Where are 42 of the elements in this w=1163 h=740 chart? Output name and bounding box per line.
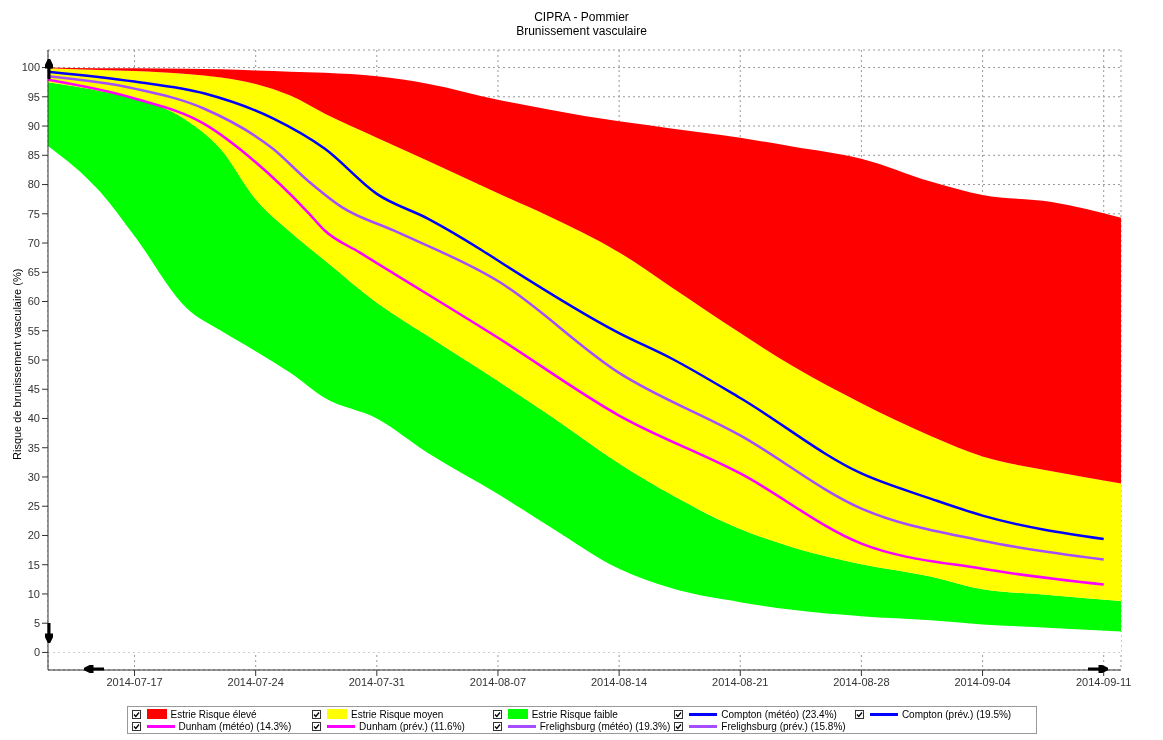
- x-tick-label: 2014-07-17: [106, 675, 163, 688]
- y-tick-label: 15: [27, 558, 40, 571]
- y-tick-label: 0: [33, 646, 40, 659]
- y-axis-title: Risque de brunissement vasculaire (%): [10, 268, 23, 460]
- legend-label: Dunham (météo) (14.3%): [178, 720, 292, 732]
- y-tick-label: 80: [27, 178, 40, 191]
- x-tick-label: 2014-08-21: [712, 675, 769, 688]
- legend-label: Compton (prév.) (19.5%): [901, 708, 1012, 720]
- y-tick-label: 100: [21, 61, 40, 74]
- y-tick-label: 90: [27, 119, 40, 132]
- y-tick-label: 65: [27, 266, 40, 279]
- legend-label: Dunham (prév.) (11.6%): [359, 720, 465, 732]
- x-tick-label: 2014-07-31: [348, 675, 405, 688]
- legend-label: Compton (météo) (23.4%): [721, 708, 837, 720]
- legend-label: Estrie Risque moyen: [351, 708, 444, 720]
- y-tick-label: 30: [27, 470, 40, 483]
- y-tick-label: 20: [27, 529, 40, 542]
- y-tick-label: 55: [27, 324, 40, 337]
- legend-label: Estrie Risque élevé: [170, 708, 257, 720]
- y-tick-label: 95: [27, 90, 40, 103]
- chart-subtitle: Brunissement vasculaire: [515, 24, 648, 38]
- y-tick-label: 10: [27, 587, 40, 600]
- legend-label: Frelighsburg (prév.) (15.8%): [721, 720, 846, 732]
- legend-label: Frelighsburg (météo) (19.3%): [539, 720, 671, 732]
- y-tick-label: 60: [27, 295, 40, 308]
- chart-title: CIPRA - Pommier: [533, 10, 630, 24]
- x-tick-label: 2014-08-14: [590, 675, 648, 688]
- y-tick-label: 75: [27, 207, 40, 220]
- y-tick-label: 25: [27, 500, 40, 513]
- y-tick-label: 50: [27, 353, 40, 366]
- x-tick-label: 2014-09-04: [954, 675, 1011, 688]
- x-tick-label: 2014-09-11: [1075, 675, 1132, 688]
- x-tick-label: 2014-08-28: [833, 675, 890, 688]
- y-tick-label: 70: [27, 236, 40, 249]
- y-tick-label: 40: [27, 412, 40, 425]
- x-tick-label: 2014-08-07: [469, 675, 527, 688]
- y-tick-label: 85: [27, 149, 40, 162]
- y-tick-label: 5: [33, 617, 40, 630]
- legend-label: Estrie Risque faible: [531, 708, 618, 720]
- y-tick-label: 45: [27, 383, 40, 396]
- y-tick-label: 35: [27, 441, 40, 454]
- x-tick-label: 2014-07-24: [227, 675, 284, 688]
